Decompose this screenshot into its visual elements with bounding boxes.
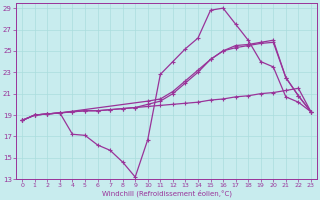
X-axis label: Windchill (Refroidissement éolien,°C): Windchill (Refroidissement éolien,°C) [101,190,232,197]
